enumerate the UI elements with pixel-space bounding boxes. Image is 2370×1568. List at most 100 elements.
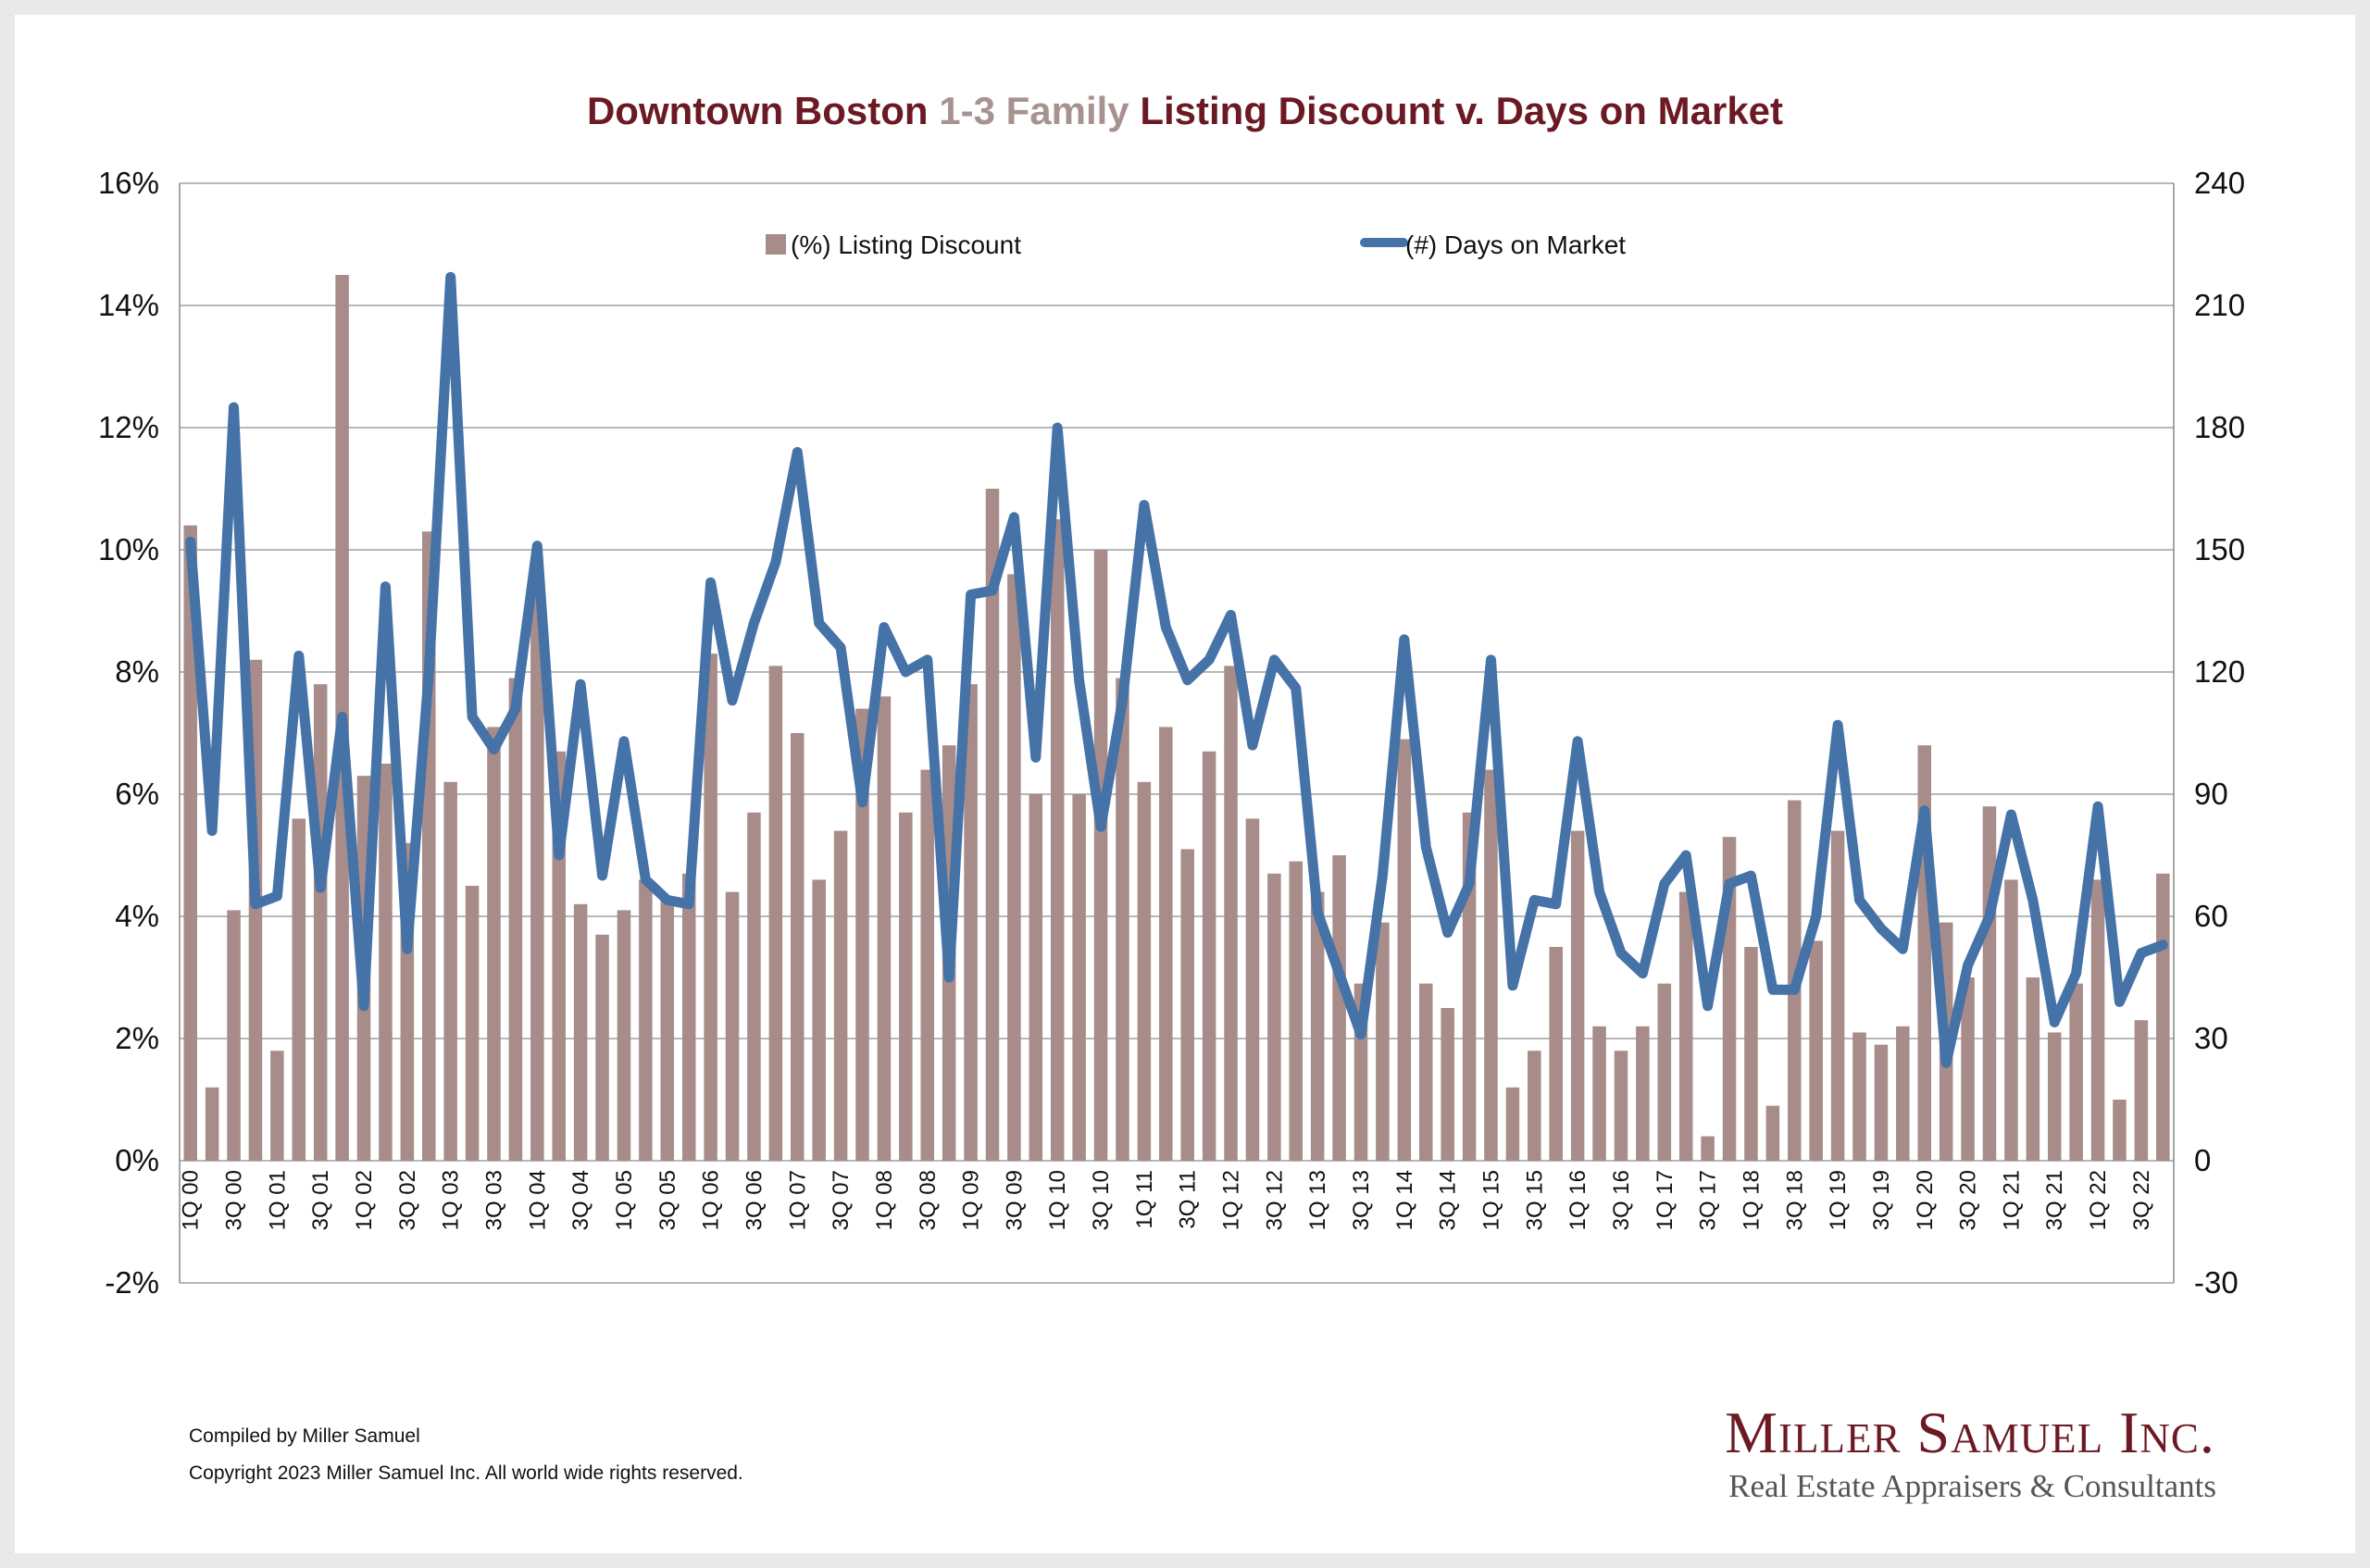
bar — [2090, 879, 2105, 1161]
x-tick-label: 3Q 01 — [308, 1170, 333, 1230]
bar — [2156, 873, 2170, 1161]
x-tick-label: 3Q 18 — [1782, 1170, 1807, 1230]
bar — [530, 580, 544, 1161]
legend-label-days-on-market: (#) Days on Market — [1405, 230, 1626, 259]
brand-logo: Miller Samuel Inc. Real Estate Appraiser… — [1725, 1403, 2216, 1505]
x-tick-label: 3Q 05 — [655, 1170, 680, 1230]
x-tick-label: 1Q 05 — [612, 1170, 637, 1230]
bar — [1397, 739, 1412, 1161]
bar — [1441, 1008, 1454, 1161]
left-axis-tick-label: 10% — [98, 532, 159, 566]
bar — [2134, 1020, 2149, 1161]
bar — [1050, 519, 1065, 1161]
bar — [465, 886, 480, 1161]
bar-series-listing-discount — [183, 275, 2170, 1161]
bar — [595, 934, 609, 1161]
left-axis-tick-label: -2% — [105, 1265, 159, 1300]
bar — [1159, 727, 1173, 1161]
bar — [487, 727, 501, 1161]
bar — [1180, 849, 1194, 1161]
bar — [660, 898, 675, 1161]
x-tick-label: 1Q 08 — [872, 1170, 897, 1230]
title-part-3: Listing Discount v. Days on Market — [1129, 89, 1783, 132]
x-tick-label: 3Q 21 — [2042, 1170, 2067, 1230]
bar — [1267, 873, 1281, 1161]
x-tick-label: 3Q 12 — [1262, 1170, 1287, 1230]
bar — [877, 696, 892, 1161]
bar — [704, 653, 717, 1161]
bar — [1310, 891, 1325, 1161]
x-tick-label: 1Q 17 — [1653, 1170, 1678, 1230]
bar — [1744, 947, 1758, 1161]
right-axis-tick-label: 150 — [2194, 532, 2245, 566]
right-axis-tick-label: 120 — [2194, 654, 2245, 689]
x-tick-label: 3Q 07 — [829, 1170, 854, 1230]
right-axis-tick-label: -30 — [2194, 1265, 2239, 1300]
bar — [1137, 781, 1152, 1161]
right-axis-tick-label: 90 — [2194, 777, 2228, 811]
right-axis-tick-label: 0 — [2194, 1143, 2211, 1177]
x-tick-labels: 1Q 00 3Q 00 1Q 01 3Q 01 1Q 02 3Q 02 1Q 03 3Q 03… — [179, 1170, 2154, 1230]
compiled-by-note: Compiled by Miller Samuel — [189, 1425, 420, 1447]
bar — [1678, 891, 1693, 1161]
x-tick-label: 3Q 02 — [395, 1170, 420, 1230]
x-tick-label: 1Q 19 — [1826, 1170, 1851, 1230]
days-on-market-line — [185, 271, 2168, 1068]
x-tick-label: 1Q 09 — [959, 1170, 984, 1230]
left-axis-tick-label: 6% — [115, 777, 159, 811]
bar — [2026, 977, 2040, 1161]
bar — [985, 489, 1000, 1161]
bar — [1570, 830, 1585, 1161]
chart-frame: Downtown Boston 1-3 Family Listing Disco… — [15, 15, 2355, 1553]
left-axis-tick-label: 12% — [98, 410, 159, 444]
bar — [2069, 983, 2083, 1161]
x-tick-label: 3Q 17 — [1696, 1170, 1721, 1230]
bar — [183, 525, 197, 1161]
x-tick-label: 3Q 06 — [742, 1170, 767, 1230]
title-part-1: Downtown Boston — [587, 89, 939, 132]
x-tick-label: 1Q 06 — [699, 1170, 724, 1230]
bar — [1592, 1026, 1606, 1161]
line-series-days-on-market — [185, 271, 2168, 1068]
right-axis-tick-label: 30 — [2194, 1021, 2228, 1055]
x-tick-label: 1Q 03 — [439, 1170, 464, 1230]
bar — [1376, 922, 1390, 1161]
bar — [508, 678, 523, 1161]
title-part-2: 1-3 Family — [939, 89, 1129, 132]
bar — [1484, 769, 1498, 1161]
bar — [2113, 1100, 2127, 1161]
x-tick-label: 3Q 19 — [1869, 1170, 1894, 1230]
x-tick-label: 1Q 04 — [525, 1170, 550, 1230]
bar — [639, 879, 653, 1161]
x-tick-label: 3Q 11 — [1176, 1170, 1201, 1229]
bar — [227, 910, 241, 1161]
brand-tagline: Real Estate Appraisers & Consultants — [1728, 1468, 2216, 1504]
bar — [443, 781, 457, 1161]
right-axis-tick-label: 210 — [2194, 288, 2245, 322]
bar — [1874, 1044, 1889, 1161]
left-axis-tick-label: 4% — [115, 899, 159, 933]
x-tick-label: 1Q 18 — [1739, 1170, 1764, 1230]
left-axis-tick-label: 8% — [115, 654, 159, 689]
bar — [1765, 1105, 1780, 1161]
bar — [1701, 1136, 1715, 1161]
chart: Downtown Boston 1-3 Family Listing Disco… — [98, 89, 2245, 1300]
bar — [1636, 1026, 1650, 1161]
x-tick-label: 1Q 02 — [352, 1170, 377, 1230]
bar — [725, 891, 740, 1161]
x-tick-label: 3Q 15 — [1522, 1170, 1547, 1230]
bar — [292, 818, 306, 1161]
bar — [1202, 751, 1216, 1161]
bar — [1982, 806, 1997, 1161]
bar — [379, 764, 393, 1161]
x-tick-label: 1Q 11 — [1132, 1170, 1157, 1229]
x-tick-label: 3Q 08 — [916, 1170, 941, 1230]
bar — [1852, 1032, 1866, 1161]
brand-name: Miller Samuel Inc. — [1725, 1400, 2215, 1465]
bar — [747, 812, 761, 1161]
x-tick-label: 1Q 21 — [1999, 1170, 2024, 1230]
bar — [1528, 1051, 1541, 1161]
bar — [681, 873, 696, 1161]
bar — [1007, 574, 1021, 1161]
bar — [1332, 855, 1346, 1161]
